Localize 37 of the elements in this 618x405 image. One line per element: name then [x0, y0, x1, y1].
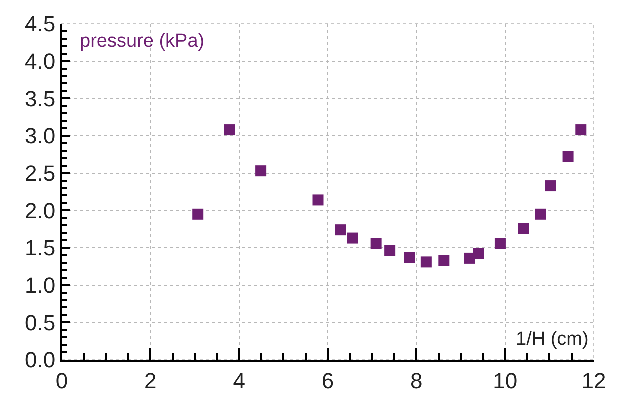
point — [420, 256, 432, 268]
y-tick-label: 0.0 — [25, 348, 56, 373]
point — [384, 245, 396, 256]
y-tick-label: 3.5 — [25, 86, 56, 112]
y-tick-label: 2.5 — [25, 161, 56, 186]
x-tick-label: 0 — [56, 368, 68, 394]
point — [224, 124, 236, 136]
y-tick-label: 2.0 — [25, 198, 56, 224]
y-tick-label: 4.0 — [25, 49, 56, 74]
y-tick-label: 1.5 — [25, 236, 56, 261]
y-tick-label: 1.0 — [25, 273, 56, 298]
x-tick-label: 2 — [144, 368, 157, 394]
x-axis-title: 1/H (cm) — [516, 329, 589, 350]
y-tick-label: 0.5 — [25, 310, 56, 336]
point — [256, 166, 267, 177]
point — [370, 238, 382, 250]
x-tick-label: 8 — [410, 368, 423, 394]
point — [545, 180, 556, 192]
point — [438, 255, 450, 266]
point — [192, 208, 204, 220]
point — [576, 124, 587, 136]
x-tick-label: 12 — [582, 368, 606, 394]
y-tick-label: 4.5 — [25, 12, 56, 37]
point — [494, 238, 506, 250]
point — [518, 223, 530, 234]
y-tick-label: 3.0 — [25, 124, 56, 149]
point — [535, 208, 546, 220]
x-tick-label: 10 — [493, 368, 518, 394]
point — [404, 252, 416, 264]
point — [347, 232, 358, 244]
point — [473, 248, 484, 260]
y-axis-title: pressure (kPa) — [80, 31, 205, 52]
point — [312, 194, 324, 206]
point — [335, 224, 346, 236]
x-tick-label: 6 — [322, 368, 334, 394]
point — [562, 151, 574, 162]
x-tick-label: 4 — [233, 368, 246, 394]
